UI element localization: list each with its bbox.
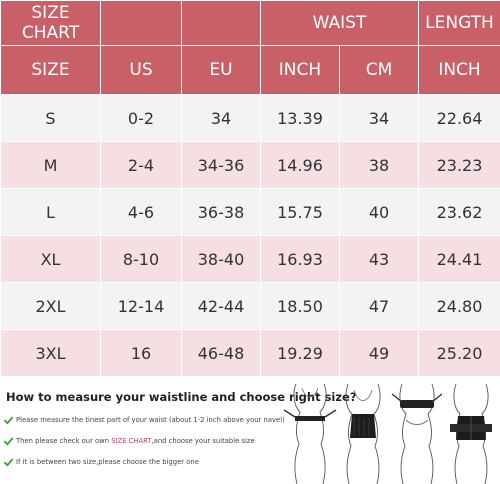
table-row: L 4-6 36-38 15.75 40 23.62 [1,189,500,236]
table-cell-us: 2-4 [101,142,182,189]
table-cell-eu: 34-36 [182,142,261,189]
column-header-waist-cm: CM [340,46,419,95]
table-cell-waist-inch: 14.96 [261,142,340,189]
table-cell-size: L [1,189,101,236]
table-cell-waist-cm: 34 [340,95,419,142]
figure-front-waist-trainer [346,384,380,484]
table-row: 2XL 12-14 42-44 18.50 47 24.80 [1,283,500,330]
table-cell-length-inch: 23.23 [419,142,500,189]
header-empty-cell [182,1,261,46]
table-cell-size: XL [1,236,101,283]
table-cell-waist-inch: 15.75 [261,189,340,236]
column-header-us: US [101,46,182,95]
list-item: If it is between two size,please choose … [4,457,289,478]
size-chart: SIZE CHART WAIST LENGTH SIZE US EU INCH … [0,0,500,368]
checkmark-icon [4,416,13,425]
waist-group-header: WAIST [261,1,419,46]
checkmark-icon [4,437,13,446]
table-cell-us: 4-6 [101,189,182,236]
table-cell-eu: 36-38 [182,189,261,236]
table-cell-waist-cm: 38 [340,142,419,189]
table-cell-length-inch: 22.64 [419,95,500,142]
table-cell-us: 0-2 [101,95,182,142]
tip-text: ,and choose your suitable size [152,437,255,445]
table-cell-waist-inch: 18.50 [261,283,340,330]
table-cell-waist-cm: 40 [340,189,419,236]
header-row-groups: SIZE CHART WAIST LENGTH [1,1,500,46]
table-cell-size: S [1,95,101,142]
column-header-length-inch: INCH [419,46,500,95]
table-cell-us: 8-10 [101,236,182,283]
table-cell-length-inch: 24.80 [419,283,500,330]
size-chart-table: SIZE CHART WAIST LENGTH SIZE US EU INCH … [0,0,500,377]
measure-guide: How to measure your waistline and choose… [0,368,500,484]
table-cell-eu: 42-44 [182,283,261,330]
tip-highlight: SIZE CHART [111,437,151,445]
column-header-waist-inch: INCH [261,46,340,95]
table-cell-size: M [1,142,101,189]
length-group-header: LENGTH [419,1,500,46]
header-empty-cell [101,1,182,46]
checkmark-icon [4,458,13,467]
measure-tips-list: Please measure the tinest part of your w… [4,415,289,478]
table-cell-length-inch: 23.62 [419,189,500,236]
measure-figures [282,380,497,484]
list-item: Please measure the tinest part of your w… [4,415,289,436]
table-cell-waist-inch: 16.93 [261,236,340,283]
header-row-columns: SIZE US EU INCH CM INCH [1,46,500,95]
table-cell-eu: 34 [182,95,261,142]
tip-text: Then please check our own [16,437,111,445]
table-row: M 2-4 34-36 14.96 38 23.23 [1,142,500,189]
table-cell-waist-inch: 13.39 [261,95,340,142]
figure-bust-measure [392,384,442,484]
table-row: XL 8-10 38-40 16.93 43 24.41 [1,236,500,283]
column-header-size: SIZE [1,46,101,95]
size-chart-title: SIZE CHART [1,1,101,46]
table-cell-waist-cm: 43 [340,236,419,283]
table-cell-waist-cm: 47 [340,283,419,330]
list-item: Then please check our own SIZE CHART,and… [4,436,289,457]
tip-text: Please measure the tinest part of your w… [16,416,285,424]
table-cell-eu: 38-40 [182,236,261,283]
table-cell-size: 2XL [1,283,101,330]
table-row: S 0-2 34 13.39 34 22.64 [1,95,500,142]
table-cell-us: 12-14 [101,283,182,330]
figure-measure-tape [284,384,336,484]
column-header-eu: EU [182,46,261,95]
figure-back-waist-trainer [450,384,492,484]
table-cell-length-inch: 24.41 [419,236,500,283]
tip-text: If it is between two size,please choose … [16,458,199,466]
